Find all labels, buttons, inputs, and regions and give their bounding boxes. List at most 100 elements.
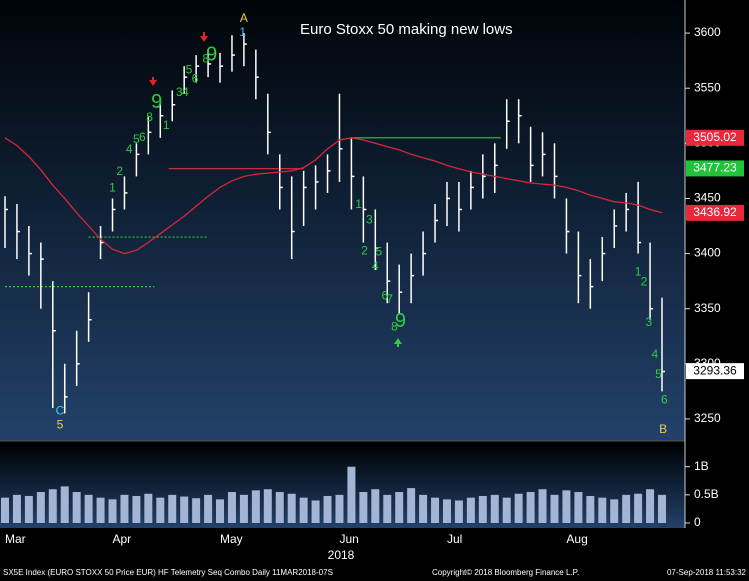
volume-bar — [120, 494, 129, 523]
footer: Copyright© 2018 Bloomberg Finance L.P. — [432, 568, 579, 577]
chart-title: Euro Stoxx 50 making new lows — [300, 21, 513, 38]
x-tick-label: Aug — [566, 532, 587, 546]
volume-bar — [24, 495, 33, 523]
annotation: 4 — [126, 142, 133, 156]
volume-bar — [323, 495, 332, 523]
price-label-box — [686, 129, 744, 146]
volume-bar — [335, 494, 344, 523]
price-panel — [0, 0, 685, 441]
volume-tick-label: 1B — [694, 459, 709, 473]
buy-arrow — [394, 338, 402, 347]
volume-bar — [442, 499, 451, 523]
price-label: 3436.92 — [693, 205, 737, 219]
volume-bar — [407, 488, 416, 523]
volume-bar — [1, 497, 9, 523]
volume-bar — [108, 499, 117, 523]
annotation: 5 — [655, 367, 662, 381]
y-tick-label: 3550 — [694, 80, 721, 94]
volume-bar — [48, 489, 57, 523]
annotation: 1 — [109, 181, 116, 195]
annotation: 5 — [186, 63, 193, 77]
annotation: 4 — [372, 259, 379, 273]
annotation: C — [56, 403, 65, 417]
footer: 07-Sep-2018 11:53:32 — [667, 568, 747, 577]
x-tick-label: Mar — [5, 532, 26, 546]
volume-bar — [478, 495, 487, 523]
x-group-label: 2018 — [328, 548, 355, 562]
volume-bar — [96, 497, 105, 523]
price-label: 3477.23 — [693, 161, 737, 175]
volume-bar — [299, 497, 308, 523]
volume-bar — [36, 492, 45, 523]
annotation: 4 — [182, 85, 189, 99]
volume-bar — [287, 493, 296, 523]
volume-bar — [216, 499, 225, 523]
volume-bar — [359, 492, 368, 523]
annotation: 5 — [133, 132, 140, 146]
price-label-box — [686, 204, 744, 221]
volume-bar — [490, 494, 499, 523]
volume-bar — [574, 492, 583, 523]
volume-bar — [419, 494, 428, 523]
volume-bar — [227, 492, 236, 523]
y-tick-label: 3400 — [694, 246, 721, 260]
price-label-box — [686, 363, 744, 380]
annotation: 9 — [206, 43, 217, 65]
annotation: 8 — [202, 52, 209, 66]
volume-bar — [144, 493, 153, 523]
x-tick-label: Apr — [113, 532, 132, 546]
volume-bar — [586, 495, 595, 523]
price-label: 3505.02 — [693, 130, 737, 144]
annotation: 3 — [646, 315, 653, 329]
volume-bar — [610, 499, 619, 523]
volume-bar — [550, 494, 559, 523]
volume-bar — [395, 492, 404, 523]
annotation: A — [240, 11, 248, 25]
volume-bar — [658, 494, 666, 523]
y-tick-label: 3450 — [694, 191, 721, 205]
volume-bar — [251, 490, 260, 523]
volume-bar — [431, 497, 440, 523]
annotation: 2 — [361, 244, 368, 258]
annotation: 2 — [116, 164, 123, 178]
volume-bar — [526, 492, 535, 523]
price-label-box — [686, 160, 744, 177]
annotation: 1 — [239, 25, 246, 39]
sell-arrow — [200, 32, 208, 42]
volume-bar — [72, 492, 81, 523]
volume-bar — [538, 489, 547, 523]
x-tick-label: Jul — [447, 532, 462, 546]
annotation: 1 — [635, 264, 642, 278]
volume-bar — [180, 496, 189, 523]
volume-bar — [634, 493, 643, 523]
volume-tick-label: 0 — [694, 515, 701, 529]
annotation: 9 — [395, 310, 406, 332]
footer: SX5E Index (EURO STOXX 50 Price EUR) HF … — [3, 568, 333, 577]
y-tick-label: 3600 — [694, 25, 721, 39]
annotation: B — [659, 422, 667, 436]
volume-bar — [371, 489, 380, 523]
volume-bar — [646, 489, 655, 523]
annotation: 7 — [386, 292, 393, 306]
volume-bar — [168, 494, 177, 523]
volume-bar — [311, 500, 320, 523]
annotation: 3 — [366, 213, 373, 227]
volume-bar — [156, 497, 165, 523]
volume-bar — [383, 494, 392, 523]
volume-bar — [275, 492, 284, 523]
y-tick-label: 3350 — [694, 301, 721, 315]
moving-average — [4, 137, 663, 255]
annotation: 6 — [139, 130, 146, 144]
x-tick-label: May — [220, 532, 243, 546]
annotation: 5 — [376, 245, 383, 259]
volume-bar — [598, 497, 607, 523]
annotation: 8 — [146, 110, 153, 124]
volume-bar — [347, 466, 356, 523]
volume-bar — [84, 494, 93, 523]
annotation: 1 — [163, 118, 170, 132]
volume-bar — [12, 494, 21, 523]
volume-bar — [263, 489, 272, 523]
volume-bar — [466, 497, 475, 523]
annotation: 1 — [355, 197, 362, 211]
